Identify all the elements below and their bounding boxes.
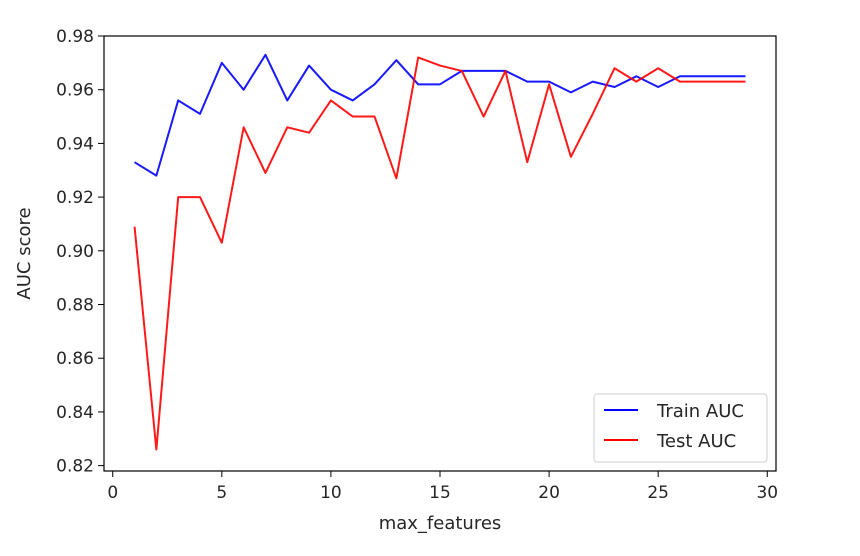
legend-label-test: Test AUC [656, 431, 736, 452]
x-tick-label: 0 [107, 483, 118, 503]
plot-frame [103, 35, 777, 472]
x-tick-label: 30 [756, 483, 778, 503]
legend-label-train: Train AUC [656, 401, 744, 422]
x-axis-label: max_features [379, 513, 502, 534]
x-tick-label: 25 [647, 483, 669, 503]
x-tick-label: 10 [320, 483, 342, 503]
y-tick-label: 0.98 [56, 27, 94, 47]
legend: Train AUC Test AUC [593, 393, 768, 463]
y-axis-label: AUC score [14, 207, 35, 299]
lines-layer [133, 53, 746, 451]
x-tick-label: 15 [429, 483, 451, 503]
y-tick-label: 0.90 [56, 242, 94, 262]
y-tick-label: 0.82 [56, 457, 94, 477]
series-line-train-auc [134, 53, 746, 177]
x-tick-label: 5 [216, 483, 227, 503]
y-tick-label: 0.86 [56, 349, 94, 369]
series-line-test-auc [133, 56, 746, 451]
x-tick-label: 20 [538, 483, 560, 503]
y-tick-label: 0.88 [56, 296, 94, 316]
ticks-layer: 0 5 10 15 20 25 30 0.82 0.84 0.86 0.88 0.90 0.92 0.94… [56, 27, 778, 503]
y-tick-label: 0.94 [56, 134, 94, 154]
y-tick-label: 0.84 [56, 403, 94, 423]
y-tick-label: 0.96 [56, 81, 94, 101]
y-tick-label: 0.92 [56, 188, 94, 208]
